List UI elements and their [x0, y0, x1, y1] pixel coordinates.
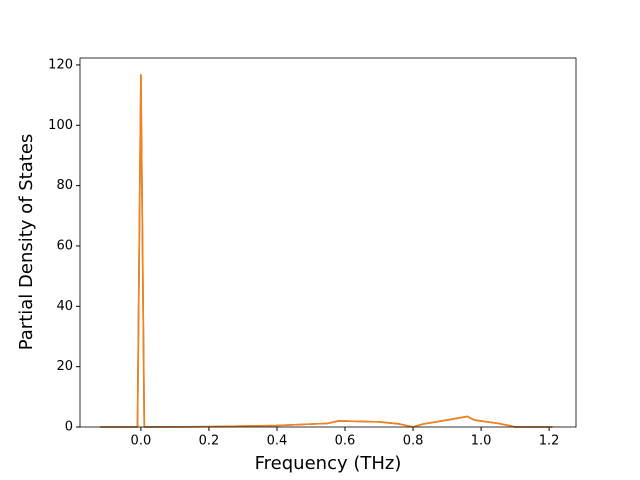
- x-tick-label: 0.4: [267, 434, 288, 449]
- x-tick-label: 0.6: [335, 434, 356, 449]
- y-tick-label: 80: [56, 178, 73, 193]
- x-tick-label: 0.8: [403, 434, 424, 449]
- y-axis-label: Partial Density of States: [16, 134, 37, 351]
- x-tick-label: 1.0: [471, 434, 492, 449]
- y-tick-label: 100: [48, 118, 73, 133]
- y-tick-label: 40: [56, 299, 73, 314]
- plot-frame: [79, 57, 577, 428]
- y-tick-label: 0: [65, 420, 73, 435]
- x-axis-label: Frequency (THz): [255, 453, 402, 474]
- y-tick-label: 60: [56, 238, 73, 253]
- y-tick-label: 120: [48, 57, 73, 72]
- y-tick-label: 20: [56, 359, 73, 374]
- x-tick-label: 1.2: [539, 434, 560, 449]
- x-tick-label: 0.2: [199, 434, 220, 449]
- x-tick-label: 0.0: [131, 434, 152, 449]
